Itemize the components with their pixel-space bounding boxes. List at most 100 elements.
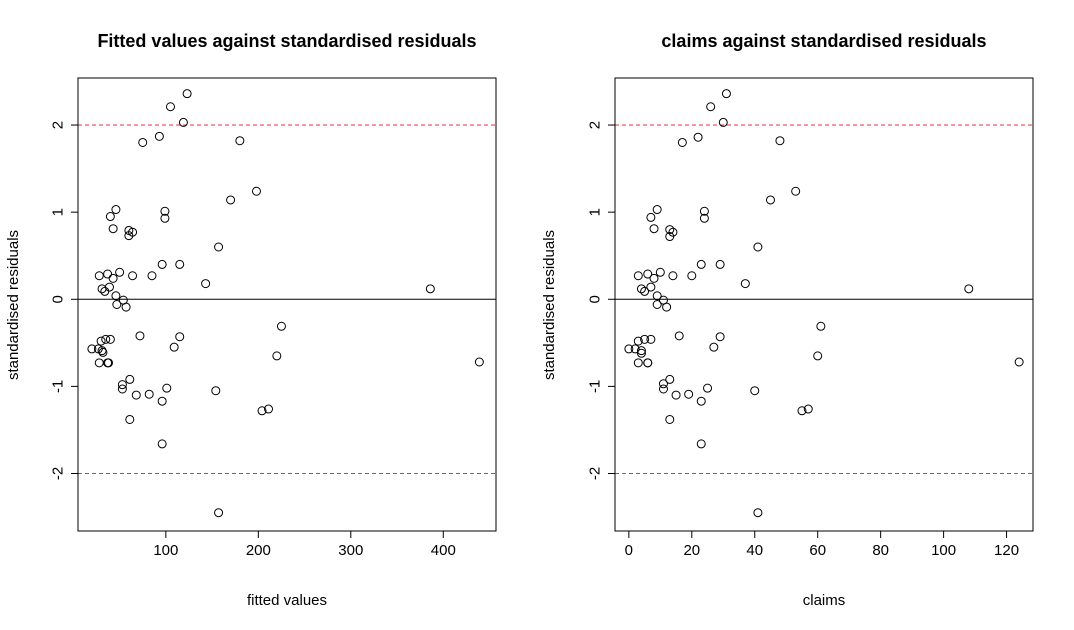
data-point (797, 406, 807, 416)
data-point (816, 321, 826, 331)
data-point (706, 102, 716, 112)
data-point (98, 347, 108, 357)
data-point (115, 267, 125, 277)
y-axis: -2 -1 0 1 2 (50, 121, 79, 480)
x-tick-label: 60 (809, 542, 826, 559)
data-point (693, 132, 703, 142)
data-point (696, 259, 706, 269)
data-point (425, 284, 435, 294)
data-point (125, 374, 135, 384)
data-point (636, 346, 646, 356)
data-point (111, 291, 121, 301)
data-point (643, 358, 653, 368)
data-point (655, 267, 665, 277)
data-point (214, 242, 224, 252)
x-axis-label: claims (803, 592, 846, 609)
data-point (640, 334, 650, 344)
data-point (117, 384, 127, 394)
y-tick-label: 2 (50, 121, 67, 129)
data-point (803, 404, 813, 414)
data-point (646, 334, 656, 344)
data-point (668, 227, 678, 237)
data-point (128, 227, 138, 237)
data-point (630, 344, 640, 354)
data-point (157, 439, 167, 449)
data-point (178, 117, 188, 127)
data-point (94, 271, 104, 281)
data-point (251, 186, 261, 196)
data-point (633, 358, 643, 368)
data-point (696, 439, 706, 449)
data-point (201, 279, 211, 289)
data-points (87, 89, 484, 518)
data-point (121, 302, 131, 312)
data-point (652, 300, 662, 309)
data-point (765, 195, 775, 205)
y-axis-label: standardised residuals (5, 230, 22, 380)
data-point (696, 396, 706, 406)
data-point (108, 273, 118, 283)
x-tick-label: 120 (994, 542, 1019, 559)
data-point (750, 386, 760, 396)
data-point (162, 383, 172, 393)
data-point (131, 390, 141, 400)
data-point (677, 137, 687, 147)
data-point (264, 404, 274, 414)
panel-fitted: Fitted values against standardised resid… (5, 31, 497, 609)
data-point (474, 357, 484, 367)
data-point (157, 396, 167, 406)
data-point (111, 205, 121, 215)
x-tick-label: 100 (153, 542, 178, 559)
data-point (643, 269, 653, 279)
data-point (721, 89, 731, 99)
data-point (135, 331, 145, 341)
data-point (640, 286, 650, 296)
x-tick-label: 400 (431, 542, 456, 559)
data-point (649, 273, 659, 283)
data-point (652, 205, 662, 215)
data-point (125, 414, 135, 424)
reference-lines (78, 124, 496, 475)
data-point (257, 406, 267, 416)
data-point (649, 224, 659, 234)
y-tick-label: 1 (50, 208, 67, 216)
data-point (665, 414, 675, 424)
x-tick-label: 200 (246, 542, 271, 559)
data-point (699, 213, 709, 223)
y-tick-label: 1 (587, 208, 604, 216)
data-point (104, 282, 114, 292)
x-tick-label: 0 (625, 542, 633, 559)
x-tick-label: 40 (746, 542, 763, 559)
data-point (211, 386, 221, 396)
data-point (753, 508, 763, 518)
data-point (718, 117, 728, 127)
data-point (272, 351, 282, 361)
data-point (112, 300, 122, 309)
data-point (96, 336, 106, 346)
data-point (684, 389, 694, 399)
data-point (169, 342, 179, 352)
data-point (97, 346, 107, 356)
data-point (101, 334, 111, 344)
data-point (94, 358, 104, 368)
data-point (214, 508, 224, 518)
data-point (160, 213, 170, 223)
y-tick-label: -1 (50, 380, 67, 393)
y-tick-label: 0 (587, 295, 604, 303)
data-point (715, 259, 725, 269)
y-tick-label: 2 (587, 121, 604, 129)
plot-frame (614, 77, 1034, 532)
data-point (117, 380, 127, 390)
data-point (160, 206, 170, 216)
y-axis-label: standardised residuals (541, 230, 558, 380)
data-point (175, 332, 185, 342)
data-point (636, 284, 646, 294)
data-point (709, 342, 719, 352)
data-point (138, 137, 148, 147)
data-point (668, 271, 678, 281)
x-axis: 100 200 300 400 (153, 530, 456, 559)
data-point (235, 136, 245, 146)
data-point (87, 344, 97, 354)
chart-title: claims against standardised residuals (661, 31, 986, 51)
